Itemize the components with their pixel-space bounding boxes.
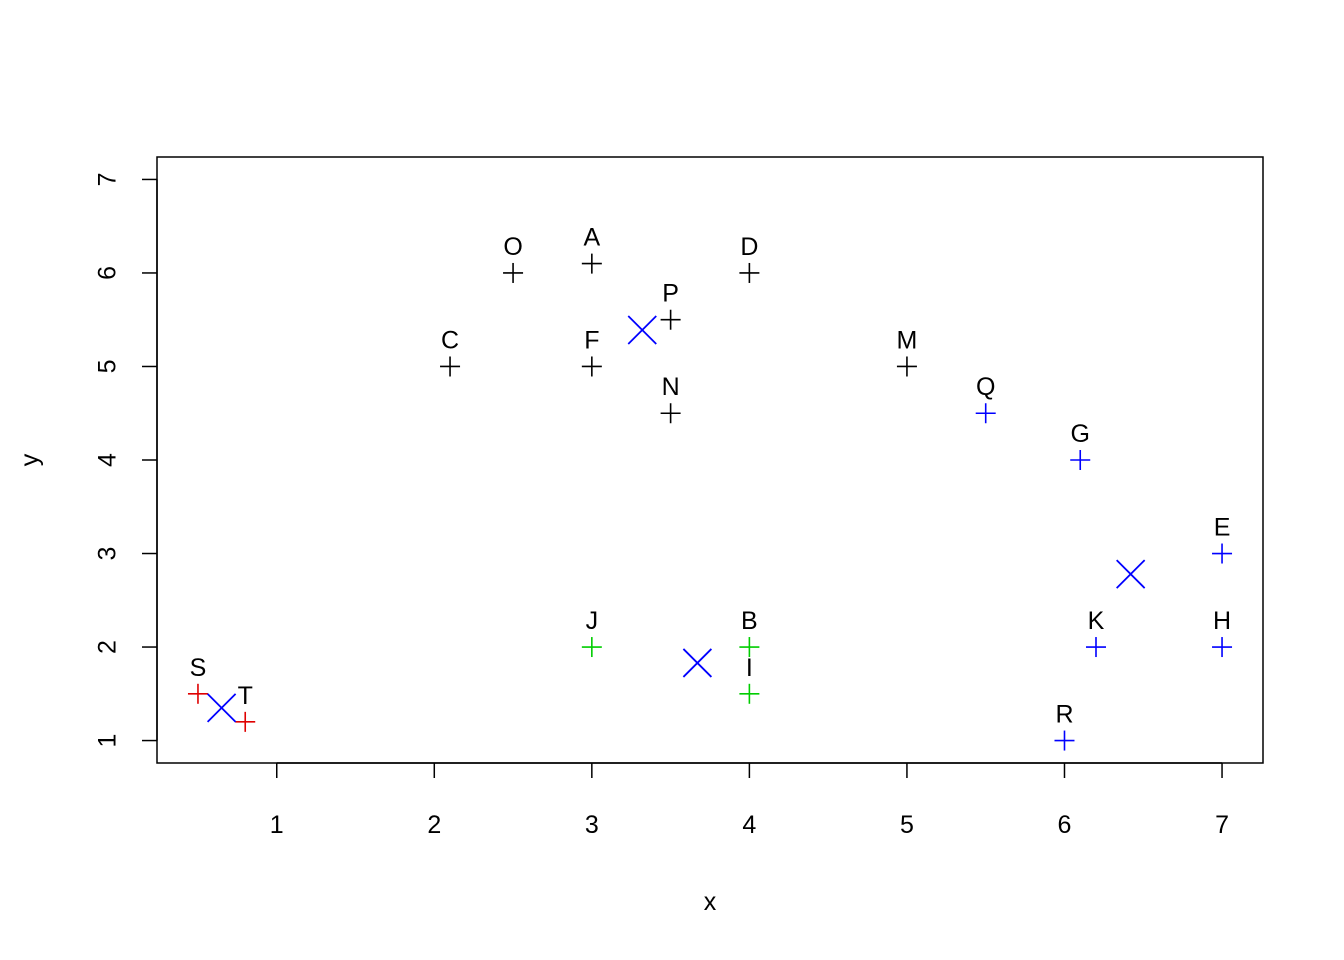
data-point-m xyxy=(896,356,917,377)
x-tick-label: 7 xyxy=(1215,811,1229,839)
x-tick-label: 2 xyxy=(427,811,441,839)
point-label: O xyxy=(503,233,522,261)
data-point-i xyxy=(739,683,760,704)
point-labels: A B C D E F G H I J K M N O P Q R S T xyxy=(190,224,1231,729)
data-point-q xyxy=(975,403,996,424)
data-point-h xyxy=(1212,637,1233,658)
data-point-o xyxy=(503,262,524,283)
point-label: P xyxy=(662,280,679,308)
point-label: J xyxy=(586,607,599,635)
y-tick-label: 5 xyxy=(94,360,122,374)
data-marks xyxy=(187,253,1233,751)
x-axis-label: x xyxy=(704,888,717,916)
data-point-a xyxy=(581,253,602,274)
y-tick-label: 3 xyxy=(94,547,122,561)
y-axis-label: y xyxy=(16,453,44,466)
x-tick-label: 1 xyxy=(270,811,284,839)
cluster-center-1 xyxy=(206,693,237,723)
point-label: N xyxy=(662,373,680,401)
point-label: Q xyxy=(976,373,995,401)
data-point-t xyxy=(235,711,256,732)
x-axis: 1 2 3 4 5 6 7 xyxy=(270,762,1229,839)
y-tick-label: 1 xyxy=(94,734,122,748)
data-point-j xyxy=(581,637,602,658)
point-label: K xyxy=(1088,607,1105,635)
data-point-r xyxy=(1054,730,1075,751)
point-label: H xyxy=(1213,607,1231,635)
y-tick-label: 2 xyxy=(94,640,122,654)
point-label: M xyxy=(897,326,918,354)
center-marks xyxy=(206,315,1146,723)
point-label: F xyxy=(584,326,599,354)
point-label: C xyxy=(441,326,459,354)
data-point-e xyxy=(1212,543,1233,564)
point-label: B xyxy=(741,607,758,635)
point-label: D xyxy=(740,233,758,261)
point-label: R xyxy=(1055,701,1073,729)
y-tick-label: 7 xyxy=(94,172,122,186)
data-point-k xyxy=(1085,637,1106,658)
data-point-g xyxy=(1070,450,1091,470)
point-label: I xyxy=(746,654,753,682)
x-tick-label: 5 xyxy=(900,811,914,839)
point-label: A xyxy=(583,224,600,252)
cluster-center-3 xyxy=(682,648,713,678)
y-axis: 1 2 3 4 5 6 7 xyxy=(94,172,158,748)
cluster-center-4 xyxy=(1116,559,1146,589)
point-label: E xyxy=(1214,514,1231,542)
point-label: G xyxy=(1071,420,1090,448)
data-point-s xyxy=(187,683,208,704)
point-label: S xyxy=(190,654,207,682)
data-point-n xyxy=(660,403,681,424)
data-point-p xyxy=(660,309,681,330)
data-point-d xyxy=(739,262,760,283)
point-label: T xyxy=(238,682,253,710)
data-point-f xyxy=(581,356,602,377)
plot-frame xyxy=(156,156,1264,764)
x-tick-label: 3 xyxy=(585,811,599,839)
x-tick-label: 6 xyxy=(1058,811,1072,839)
y-tick-label: 4 xyxy=(94,453,122,467)
x-tick-label: 4 xyxy=(742,811,756,839)
cluster-center-2 xyxy=(627,315,657,345)
y-tick-label: 6 xyxy=(94,266,122,280)
data-point-c xyxy=(440,356,461,377)
data-point-b xyxy=(739,637,760,658)
